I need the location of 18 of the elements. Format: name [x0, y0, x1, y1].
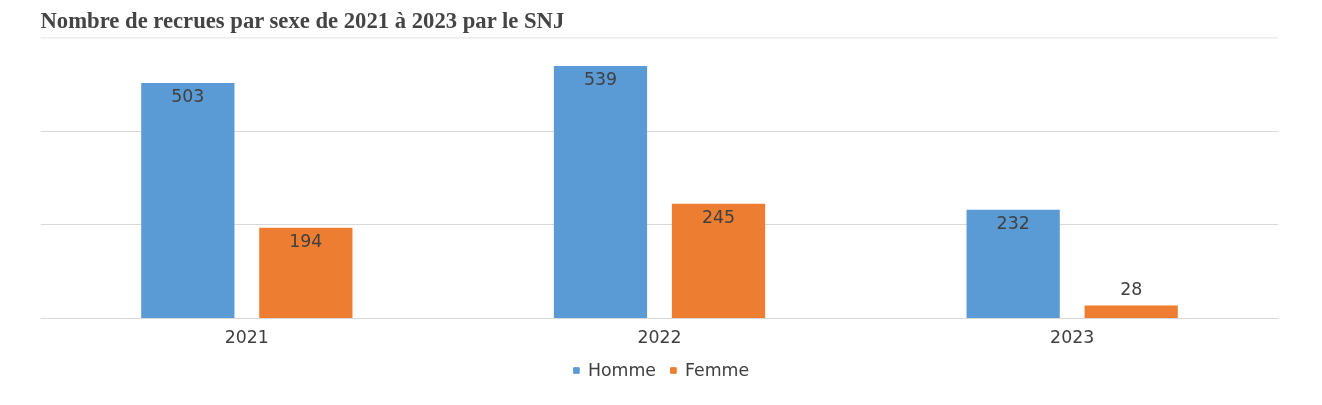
- chart-title: Nombre de recrues par sexe de 2021 à 2023 par le SNJ: [40, 7, 565, 33]
- data-label: 28: [1120, 279, 1143, 300]
- legend-label: Homme: [587, 360, 656, 380]
- x-tick-label: 2021: [224, 326, 269, 347]
- data-label: 503: [171, 86, 205, 107]
- data-label: 232: [996, 212, 1030, 233]
- data-label: 194: [289, 230, 323, 251]
- bar: [1084, 305, 1178, 319]
- x-tick-label: 2022: [637, 326, 682, 347]
- data-label: 245: [701, 206, 736, 227]
- bar: [259, 227, 353, 319]
- x-tick-label: 2023: [1050, 326, 1095, 347]
- bar: [671, 203, 766, 319]
- bar: [553, 66, 648, 319]
- legend-label: Femme: [684, 360, 750, 380]
- data-label: 539: [583, 69, 618, 90]
- bar: [966, 209, 1060, 319]
- bar: [141, 82, 235, 319]
